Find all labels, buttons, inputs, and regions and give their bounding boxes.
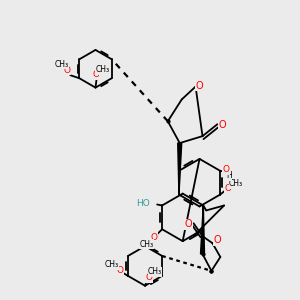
Text: O: O [146, 273, 152, 282]
Text: O: O [93, 70, 100, 79]
Text: O: O [225, 184, 232, 193]
Text: CH₃: CH₃ [148, 267, 162, 276]
Text: O: O [64, 66, 71, 75]
Text: O: O [151, 233, 158, 242]
Polygon shape [178, 143, 182, 195]
Text: O: O [223, 165, 230, 174]
Text: CH₃: CH₃ [229, 179, 243, 188]
Text: CH₃: CH₃ [95, 65, 110, 74]
Text: O: O [196, 81, 203, 91]
Text: CH₃: CH₃ [105, 260, 119, 269]
Text: CH₃: CH₃ [139, 240, 153, 249]
Text: CH₃: CH₃ [54, 60, 68, 69]
Text: O: O [218, 120, 226, 130]
Text: O: O [214, 235, 221, 245]
Polygon shape [200, 206, 205, 254]
Text: H: H [226, 171, 232, 180]
Text: O: O [185, 219, 193, 229]
Text: O: O [116, 266, 124, 275]
Text: HO: HO [136, 199, 150, 208]
